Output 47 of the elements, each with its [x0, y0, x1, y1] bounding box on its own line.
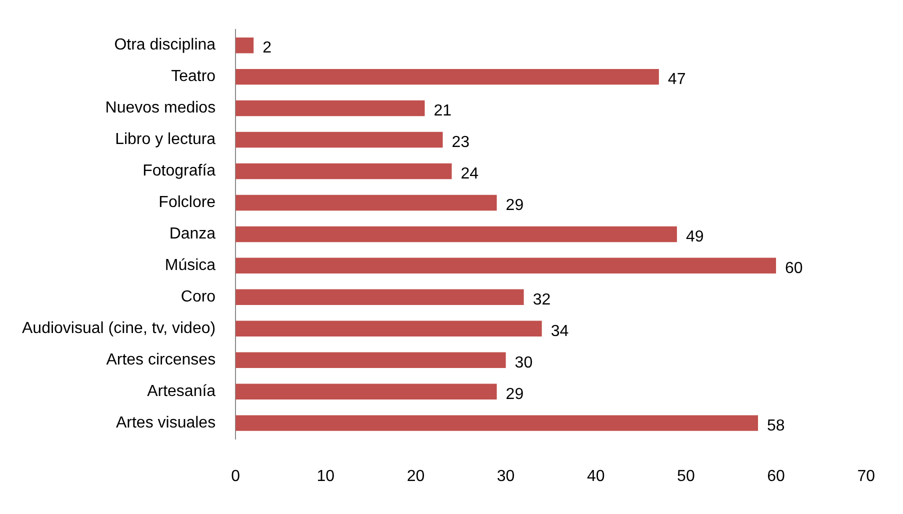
x-tick-label: 20 [406, 468, 425, 485]
x-tick-label: 40 [586, 468, 605, 485]
data-label: 30 [514, 354, 533, 372]
bar [236, 100, 425, 116]
data-label: 58 [767, 417, 785, 434]
data-label: 60 [785, 260, 803, 278]
bar [236, 68, 659, 85]
bar [236, 226, 677, 242]
y-tick-label: Teatro [171, 68, 216, 86]
data-label: 2 [262, 40, 272, 57]
x-tick-label: 30 [496, 468, 515, 485]
bar [236, 352, 506, 368]
data-label: 47 [668, 71, 686, 88]
data-label: 23 [452, 134, 470, 152]
data-label: 32 [532, 292, 551, 309]
y-tick-label: Nuevos medios [105, 100, 216, 117]
bar [236, 320, 542, 336]
y-tick-label: Otra disciplina [114, 36, 216, 54]
data-label: 24 [460, 166, 479, 183]
y-tick-label: Audiovisual (cine, tv, video) [22, 320, 216, 338]
y-tick-label: Artesanía [147, 382, 216, 400]
y-tick-label: Danza [169, 226, 216, 243]
bar [236, 415, 758, 431]
data-label: 34 [550, 323, 569, 340]
bar [236, 132, 443, 148]
data-label: 49 [686, 228, 704, 246]
y-tick-label: Fotografía [142, 162, 216, 180]
data-label: 21 [434, 102, 452, 120]
x-tick-label: 60 [767, 468, 786, 485]
bar [236, 384, 497, 400]
bar [236, 258, 776, 274]
y-tick-label: Libro y lectura [115, 131, 216, 148]
bar [236, 37, 254, 54]
bar [236, 289, 524, 306]
data-label: 29 [506, 197, 524, 214]
x-tick-label: 70 [857, 468, 876, 485]
y-tick-label: Coro [180, 288, 216, 306]
y-tick-label: Música [164, 257, 216, 274]
x-tick-label: 10 [316, 468, 335, 485]
data-label: 29 [506, 386, 524, 403]
bar [236, 194, 497, 211]
y-tick-label: Artes circenses [106, 352, 216, 369]
y-tick-label: Artes visuales [116, 414, 216, 432]
y-tick-label: Folclore [158, 194, 216, 212]
bar [236, 163, 452, 180]
x-tick-label: 0 [231, 468, 240, 485]
x-tick-label: 50 [677, 468, 695, 485]
